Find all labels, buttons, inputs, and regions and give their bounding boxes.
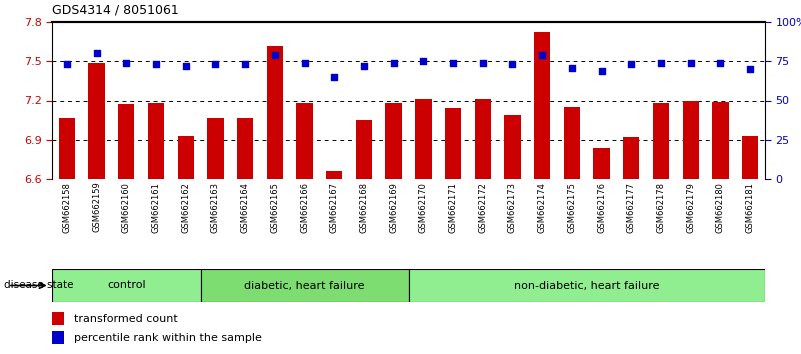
Text: GSM662179: GSM662179 <box>686 182 695 233</box>
Point <box>298 60 311 65</box>
Point <box>536 52 549 58</box>
Text: GSM662168: GSM662168 <box>360 182 368 233</box>
Text: GSM662166: GSM662166 <box>300 182 309 233</box>
Text: percentile rank within the sample: percentile rank within the sample <box>74 333 261 343</box>
Point <box>447 60 460 65</box>
Point <box>477 60 489 65</box>
Text: GSM662172: GSM662172 <box>478 182 487 233</box>
Bar <box>682 101 699 179</box>
Text: GSM662174: GSM662174 <box>537 182 547 233</box>
Text: GSM662167: GSM662167 <box>330 182 339 233</box>
Point <box>506 62 519 67</box>
Point <box>625 62 638 67</box>
Bar <box>564 107 580 179</box>
Point <box>654 60 667 65</box>
Text: GSM662160: GSM662160 <box>122 182 131 233</box>
Text: GSM662173: GSM662173 <box>508 182 517 233</box>
Text: GSM662162: GSM662162 <box>181 182 190 233</box>
Text: GSM662175: GSM662175 <box>567 182 577 233</box>
Text: GSM662159: GSM662159 <box>92 182 101 233</box>
Point <box>60 62 73 67</box>
Text: GDS4314 / 8051061: GDS4314 / 8051061 <box>52 4 179 17</box>
FancyBboxPatch shape <box>200 269 409 302</box>
Bar <box>742 136 759 179</box>
Bar <box>712 102 729 179</box>
Text: control: control <box>107 280 146 291</box>
Bar <box>356 120 372 179</box>
Bar <box>118 104 135 179</box>
Bar <box>207 118 223 179</box>
Bar <box>505 115 521 179</box>
Text: transformed count: transformed count <box>74 314 177 324</box>
Text: disease state: disease state <box>4 280 74 291</box>
Text: GSM662169: GSM662169 <box>389 182 398 233</box>
Bar <box>475 99 491 179</box>
Bar <box>415 99 432 179</box>
Text: non-diabetic, heart failure: non-diabetic, heart failure <box>514 280 659 291</box>
Point <box>120 60 133 65</box>
Point <box>209 62 222 67</box>
Text: GSM662178: GSM662178 <box>657 182 666 233</box>
Text: GSM662181: GSM662181 <box>746 182 755 233</box>
Bar <box>267 46 283 179</box>
Bar <box>326 171 342 179</box>
Point <box>684 60 697 65</box>
Point <box>566 65 578 70</box>
Bar <box>237 118 253 179</box>
Bar <box>623 137 639 179</box>
Point <box>714 60 727 65</box>
Text: GSM662161: GSM662161 <box>151 182 160 233</box>
Point <box>239 62 252 67</box>
FancyBboxPatch shape <box>409 269 765 302</box>
Text: GSM662163: GSM662163 <box>211 182 220 233</box>
Point <box>179 63 192 69</box>
Text: GSM662176: GSM662176 <box>597 182 606 233</box>
Text: GSM662171: GSM662171 <box>449 182 457 233</box>
Bar <box>52 331 64 344</box>
Bar <box>148 103 164 179</box>
Bar <box>58 118 75 179</box>
Text: GSM662165: GSM662165 <box>270 182 280 233</box>
Bar <box>178 136 194 179</box>
Point <box>417 58 430 64</box>
Text: GSM662170: GSM662170 <box>419 182 428 233</box>
Text: GSM662180: GSM662180 <box>716 182 725 233</box>
Text: GSM662158: GSM662158 <box>62 182 71 233</box>
Bar <box>296 103 312 179</box>
Bar <box>653 103 669 179</box>
Point <box>328 74 340 80</box>
Point <box>91 51 103 56</box>
Text: GSM662164: GSM662164 <box>240 182 250 233</box>
Point <box>595 68 608 74</box>
Bar <box>534 33 550 179</box>
Point <box>150 62 163 67</box>
Point <box>357 63 370 69</box>
Bar <box>52 312 64 325</box>
Bar <box>594 148 610 179</box>
Text: GSM662177: GSM662177 <box>627 182 636 233</box>
FancyBboxPatch shape <box>52 269 200 302</box>
Point <box>387 60 400 65</box>
Point <box>744 66 757 72</box>
Bar <box>445 108 461 179</box>
Bar <box>88 63 105 179</box>
Point <box>268 52 281 58</box>
Bar <box>385 103 402 179</box>
Text: diabetic, heart failure: diabetic, heart failure <box>244 280 364 291</box>
